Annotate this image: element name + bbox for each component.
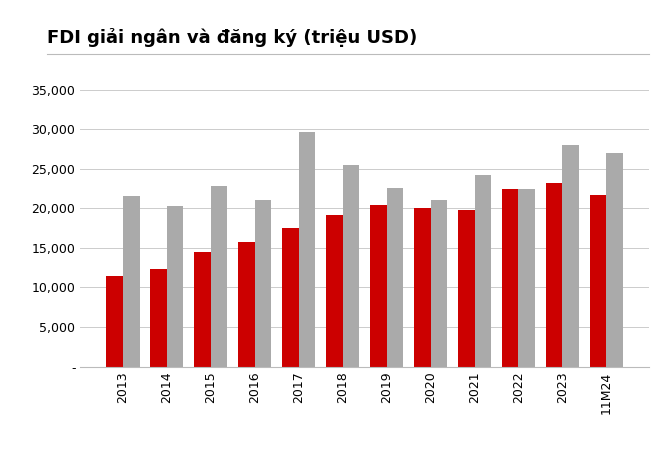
Bar — [343, 165, 359, 367]
Bar — [167, 206, 183, 367]
Bar — [502, 189, 518, 367]
Bar — [518, 189, 535, 367]
Text: FDI giải ngân và đăng ký (triệu USD): FDI giải ngân và đăng ký (triệu USD) — [47, 28, 417, 47]
Bar — [370, 205, 387, 367]
Bar — [606, 153, 623, 367]
Bar — [150, 269, 167, 367]
Bar — [106, 275, 123, 367]
Bar — [211, 187, 227, 367]
Bar — [546, 183, 563, 367]
Bar — [255, 200, 272, 367]
Bar — [123, 196, 140, 367]
Bar — [589, 195, 606, 367]
Bar — [326, 215, 343, 367]
Bar — [458, 211, 474, 367]
Bar — [194, 252, 211, 367]
Bar — [298, 132, 315, 367]
Bar — [474, 175, 491, 367]
Bar — [563, 145, 579, 367]
Bar — [431, 200, 448, 367]
Bar — [387, 188, 403, 367]
Bar — [282, 228, 298, 367]
Bar — [238, 242, 255, 367]
Bar — [414, 208, 431, 367]
